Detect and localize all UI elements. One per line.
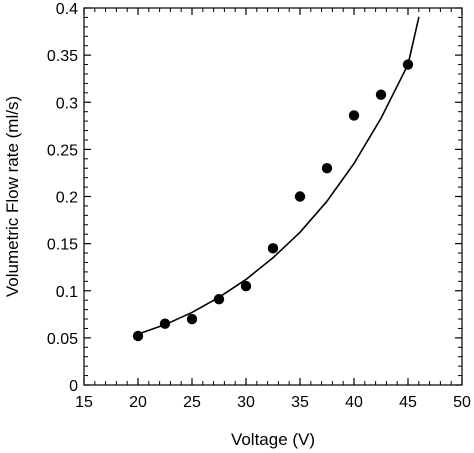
data-point [186,313,198,325]
fit-curve [137,63,409,335]
y-axis-title: Volumetric Flow rate (ml/s) [3,96,22,297]
y-tick-label: 0.25 [47,142,78,159]
y-tick-label: 0 [69,378,78,395]
y-tick-label: 0.35 [47,48,78,65]
y-tick-label: 0.05 [47,331,78,348]
data-point [213,294,225,305]
x-axis-title: Voltage (V) [231,430,315,449]
fit-curve-extension [407,16,420,66]
x-tick-label: 35 [291,394,309,411]
data-point [375,89,387,100]
y-axis-ticks: 0 0.05 0.1 0.15 0.2 0.25 0.3 0.35 0.4 [47,1,462,395]
data-point [267,243,279,254]
data-point [321,163,333,174]
x-tick-label: 50 [453,394,471,411]
y-tick-label: 0.2 [56,190,78,207]
x-tick-label: 25 [183,394,201,411]
x-axis-ticks: 15 20 25 30 35 40 45 50 [75,8,471,411]
x-tick-label: 30 [237,394,255,411]
data-point [348,110,360,121]
y-tick-label: 0.4 [56,1,78,18]
data-point [240,280,252,292]
y-tick-label: 0.15 [47,237,78,254]
data-point [294,191,306,202]
y-tick-label: 0.1 [56,284,78,301]
data-series-layer [132,16,420,342]
x-tick-label: 15 [75,394,93,411]
y-tick-label: 0.3 [56,95,78,112]
x-tick-label: 40 [345,394,363,411]
x-tick-label: 45 [399,394,417,411]
x-tick-label: 20 [129,394,147,411]
